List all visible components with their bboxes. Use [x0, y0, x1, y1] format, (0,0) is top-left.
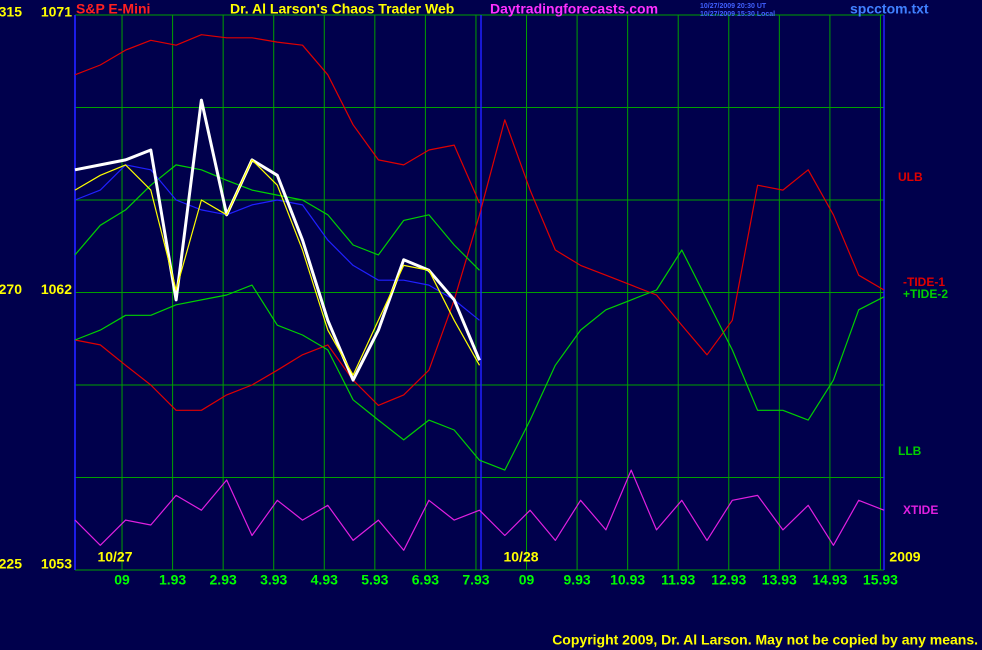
y-tick-label: 225 [0, 556, 22, 572]
y-tick-label: 270 [0, 281, 22, 297]
symbol: S&P E-Mini [76, 1, 150, 17]
series-line [74, 119, 885, 411]
series-line [74, 249, 885, 471]
grid [74, 14, 884, 571]
date-label: 10/27 [97, 549, 132, 565]
legend-label: LLB [898, 444, 922, 458]
x-tick-label: 3.93 [260, 572, 287, 588]
year-label: 2009 [889, 549, 920, 565]
timestamp-ut: 10/27/2009 20:30 UT [700, 3, 767, 10]
y2-tick-label: 1062 [41, 281, 72, 297]
y2-tick-label: 1053 [41, 556, 72, 572]
date-label: 10/28 [503, 549, 538, 565]
legend-label: +TIDE-2 [903, 287, 948, 301]
series-line [74, 164, 480, 271]
chart-title: Dr. Al Larson's Chaos Trader Web [230, 1, 454, 17]
x-tick-label: 09 [114, 572, 130, 588]
x-tick-label: 7.93 [462, 572, 489, 588]
series-line [74, 98, 481, 382]
y2-tick-label: 1071 [41, 4, 72, 20]
x-tick-label: 15.93 [863, 572, 898, 588]
legend-label: XTIDE [903, 503, 938, 517]
x-tick-label: 9.93 [563, 572, 590, 588]
file-name: spcctom.txt [850, 1, 929, 17]
x-tick-label: 5.93 [361, 572, 388, 588]
site: Daytradingforecasts.com [490, 1, 658, 17]
labels: 225 270 315 1053 1062 1071 09 1.93 2.93 3.93 4.93 5… [0, 4, 948, 588]
copyright: Copyright 2009, Dr. Al Larson. May not b… [552, 632, 978, 648]
x-tick-label: 14.93 [812, 572, 847, 588]
x-tick-label: 13.93 [762, 572, 797, 588]
x-tick-label: 09 [519, 572, 535, 588]
series-line [74, 34, 481, 204]
legend-label: -TIDE-1 [903, 275, 945, 289]
x-tick-label: 12.93 [711, 572, 746, 588]
x-tick-label: 1.93 [159, 572, 186, 588]
x-tick-label: 10.93 [610, 572, 645, 588]
plot-lines [74, 34, 885, 551]
series-line [74, 159, 481, 376]
x-tick-label: 6.93 [412, 572, 439, 588]
series-line [74, 164, 480, 321]
x-tick-label: 4.93 [311, 572, 338, 588]
legend-label: ULB [898, 170, 923, 184]
series-line [74, 469, 885, 551]
x-tick-label: 11.93 [661, 572, 695, 588]
timestamp-local: 10/27/2009 15:30 Local [700, 11, 775, 18]
x-tick-label: 2.93 [210, 572, 237, 588]
y-tick-label: 315 [0, 4, 22, 20]
